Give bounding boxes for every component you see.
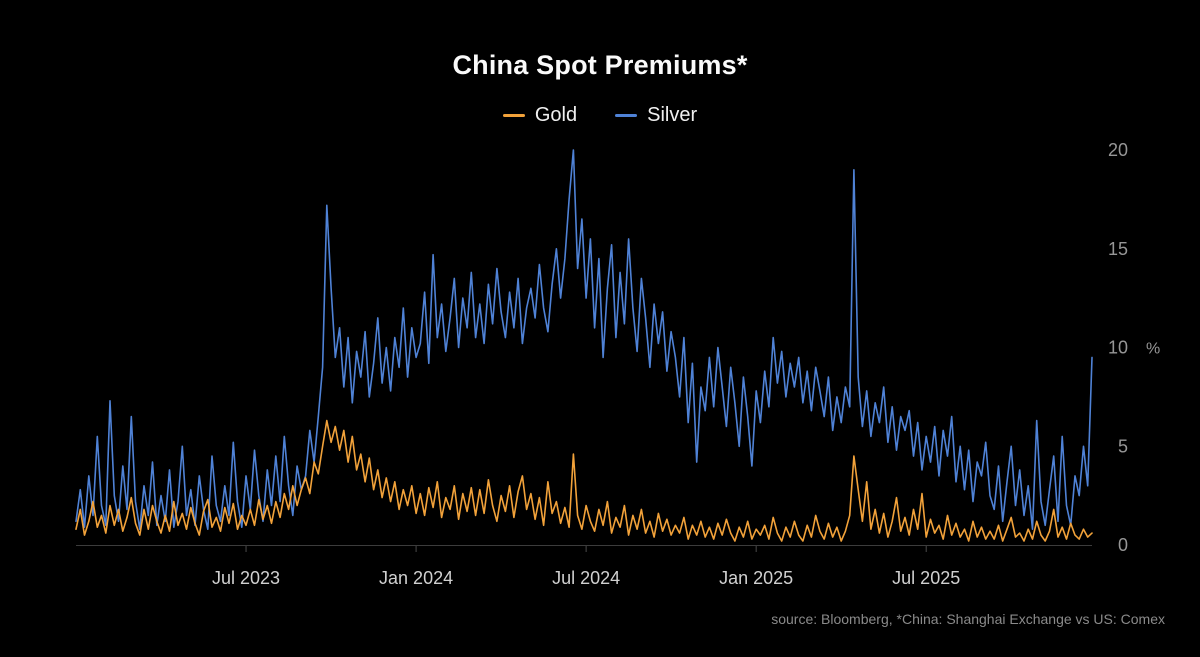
series-line-silver	[75, 149, 1093, 531]
legend-item-gold: Gold	[502, 104, 578, 127]
legend-label-silver: Silver	[647, 104, 698, 126]
legend-label-gold: Gold	[534, 104, 578, 126]
y-tick-label: 0	[1118, 535, 1128, 555]
x-tick-label: Jul 2024	[552, 568, 620, 588]
legend-swatch-silver	[615, 114, 638, 117]
legend-swatch-gold	[502, 114, 525, 117]
x-tick-label: Jul 2023	[212, 568, 280, 588]
x-tick-label: Jan 2025	[719, 568, 793, 588]
x-tick-label: Jul 2025	[892, 568, 960, 588]
y-axis-unit: %	[1146, 341, 1160, 358]
legend-item-silver: Silver	[615, 104, 697, 127]
source-note: source: Bloomberg, *China: Shanghai Exch…	[771, 611, 1165, 627]
y-tick-label: 5	[1118, 436, 1128, 456]
y-tick-label: 20	[1108, 140, 1128, 160]
y-tick-label: 10	[1108, 338, 1128, 358]
series-line-gold	[75, 419, 1093, 542]
legend: Gold Silver	[0, 104, 1200, 127]
y-tick-label: 15	[1108, 239, 1128, 259]
x-tick-label: Jan 2024	[379, 568, 453, 588]
chart-title: China Spot Premiums*	[452, 50, 748, 80]
